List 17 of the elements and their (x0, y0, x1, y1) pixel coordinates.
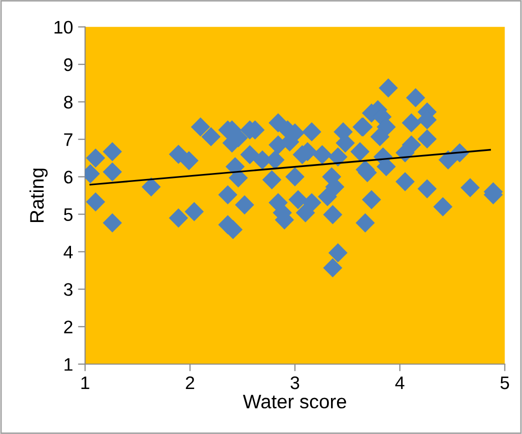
y-tick-label: 2 (64, 320, 72, 334)
y-tick-label: 4 (64, 246, 73, 258)
y-tick-label: 7 (64, 133, 72, 146)
x-axis-title: Water score (242, 394, 346, 408)
y-tick-label: 3 (64, 283, 72, 296)
y-tick-label: 5 (64, 208, 73, 221)
x-tick-label: 5 (500, 376, 510, 390)
y-tick-label: 6 (64, 170, 72, 184)
x-tick-label: 4 (395, 376, 404, 390)
x-tick-label: 1 (81, 376, 90, 390)
y-tick-label: 1 (64, 358, 72, 371)
y-axis-title: Rating (30, 168, 48, 222)
y-tick-label: 10 (54, 20, 73, 34)
x-tick-label: 2 (186, 376, 194, 390)
y-tick-label: 8 (64, 96, 72, 109)
x-tick-label: 3 (290, 376, 300, 390)
y-tick-label: 9 (64, 58, 72, 72)
